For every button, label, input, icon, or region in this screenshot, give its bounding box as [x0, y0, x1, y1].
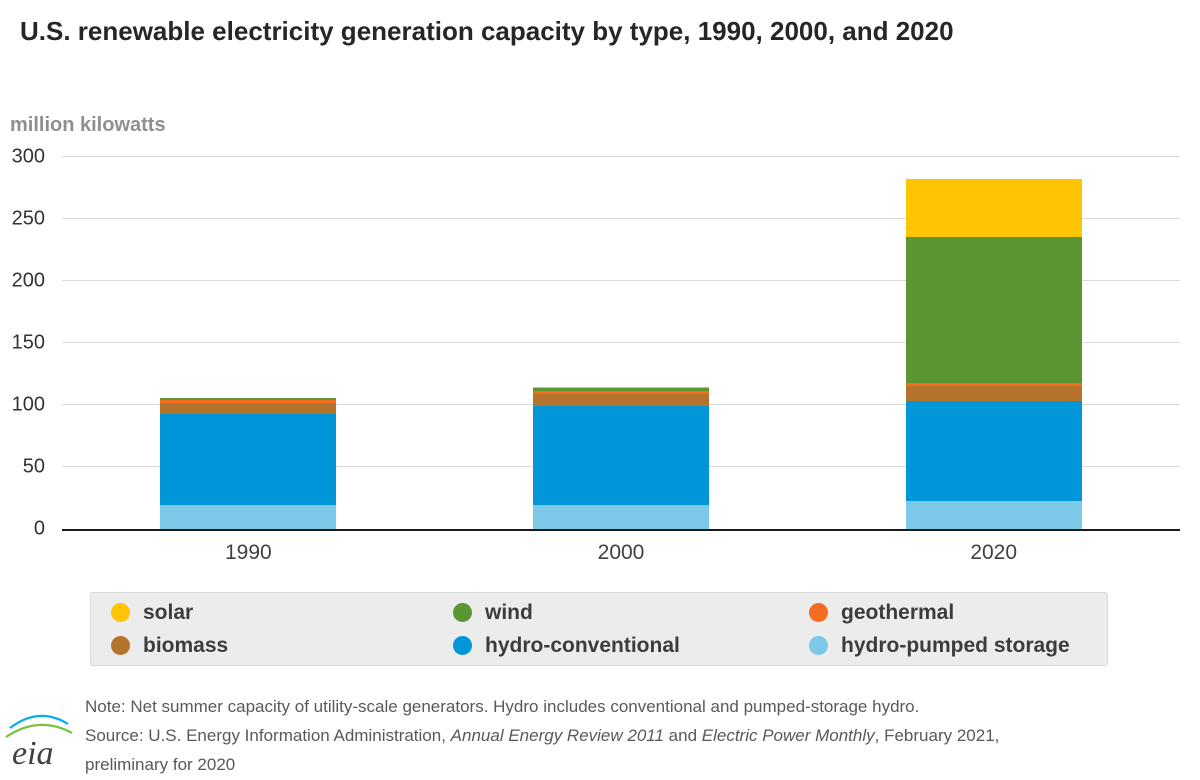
logo-swoosh-blue: [9, 714, 69, 729]
legend-label: wind: [485, 600, 533, 624]
source-text: Source: U.S. Energy Information Administ…: [85, 726, 999, 746]
bar-segment-wind-2020: [905, 236, 1082, 383]
legend-label: geothermal: [841, 600, 955, 624]
y-axis-labels: 0 50 100 150 200 250 300: [0, 146, 48, 540]
gridline-150: [62, 342, 1180, 343]
legend-item-wind: wind: [453, 601, 809, 625]
y-axis-unit-label: million kilowatts: [10, 114, 166, 136]
bar-segment-hydro-conventional-1990: [160, 413, 337, 506]
bar-segment-biomass-1990: [160, 403, 337, 414]
logo-text: eia: [12, 735, 54, 772]
bar-segment-solar-2020: [905, 179, 1082, 237]
bar-slot-1990: [62, 157, 435, 529]
bar-1990: [160, 397, 337, 529]
bar-slot-2000: [435, 157, 808, 529]
legend-swatch-biomass: [111, 636, 130, 655]
bar-segment-wind-2000: [533, 387, 709, 391]
bars-container: [62, 157, 1180, 529]
source-text-part: , February 2021,: [874, 726, 1000, 745]
gridline-200: [62, 280, 1180, 281]
note-text: Note: Net summer capacity of utility-sca…: [85, 697, 920, 716]
source-text-line2: preliminary for 2020: [85, 755, 236, 774]
x-axis-label-2020: 2020: [970, 541, 1018, 564]
legend-label: biomass: [143, 633, 229, 657]
legend-swatch-wind: [453, 603, 472, 622]
legend-item-geothermal: geothermal: [809, 601, 1107, 625]
legend-label: solar: [143, 600, 194, 624]
y-axis-label-0: 0: [33, 517, 45, 540]
bar-segment-hydro-conventional-2000: [533, 406, 709, 505]
bar-segment-biomass-2000: [533, 394, 709, 407]
bar-segment-geothermal-2000: [533, 390, 709, 395]
y-axis-label-50: 50: [22, 455, 45, 478]
legend-swatch-solar: [111, 603, 130, 622]
legend-item-hydro-pumped-storage: hydro-pumped storage: [809, 634, 1107, 658]
legend-label: hydro-pumped storage: [841, 633, 1070, 657]
bar-segment-biomass-2020: [905, 386, 1082, 402]
plot-area: [62, 156, 1180, 531]
y-axis-label-250: 250: [11, 207, 45, 230]
x-axis-labels: 1990 2000 2020: [62, 541, 1180, 565]
bar-segment-geothermal-2020: [905, 382, 1082, 387]
x-axis-label-2000: 2000: [597, 541, 645, 564]
eia-logo: eia: [5, 714, 73, 772]
legend: solar wind geothermal biomass hydro-conventi…: [90, 592, 1108, 666]
bar-segment-wind-1990: [160, 397, 337, 401]
legend-swatch-hydro-pumped-storage: [809, 636, 828, 655]
gridline-250: [62, 218, 1180, 219]
gridline-300: [62, 156, 1180, 157]
x-axis-label-1990: 1990: [224, 541, 272, 564]
source-text-part: Annual Energy Review 2011: [450, 726, 664, 745]
chart-title: U.S. renewable electricity generation ca…: [20, 16, 954, 46]
legend-label: hydro-conventional: [485, 633, 680, 657]
y-axis-label-200: 200: [11, 269, 45, 292]
bar-slot-2020: [807, 157, 1180, 529]
legend-swatch-hydro-conventional: [453, 636, 472, 655]
source-text-part: Source: U.S. Energy Information Administ…: [85, 726, 451, 745]
legend-item-biomass: biomass: [111, 634, 453, 658]
bar-segment-hydro-pumped-storage-2000: [533, 504, 709, 529]
bar-segment-hydro-pumped-storage-1990: [160, 505, 337, 529]
legend-item-hydro-conventional: hydro-conventional: [453, 634, 809, 658]
bar-2020: [905, 179, 1082, 529]
y-axis-label-100: 100: [11, 393, 45, 416]
bar-segment-hydro-pumped-storage-2020: [905, 500, 1082, 529]
y-axis-label-300: 300: [11, 145, 45, 168]
legend-swatch-geothermal: [809, 603, 828, 622]
bar-segment-geothermal-1990: [160, 400, 337, 404]
legend-item-solar: solar: [111, 601, 453, 625]
y-axis-label-150: 150: [11, 331, 45, 354]
bar-segment-hydro-conventional-2020: [905, 401, 1082, 501]
bar-2000: [533, 387, 709, 529]
source-text-part: and: [663, 726, 702, 745]
logo-swoosh-green: [5, 723, 73, 738]
source-text-part: Electric Power Monthly: [701, 726, 875, 745]
